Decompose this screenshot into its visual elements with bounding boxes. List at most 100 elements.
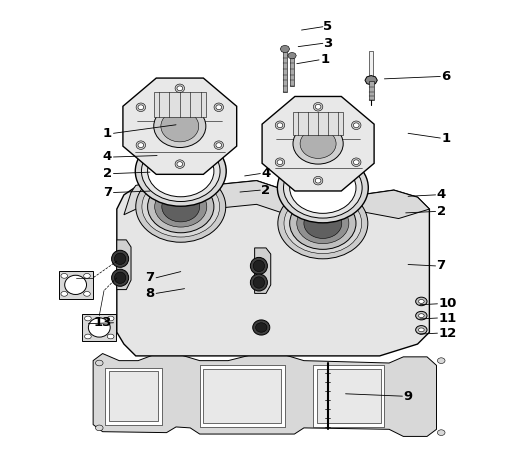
- Text: 4: 4: [261, 167, 270, 180]
- Ellipse shape: [136, 141, 146, 150]
- Text: 7: 7: [436, 259, 446, 273]
- Ellipse shape: [277, 123, 283, 128]
- Ellipse shape: [300, 129, 336, 158]
- Text: 9: 9: [403, 390, 412, 403]
- Text: 6: 6: [441, 70, 451, 83]
- Ellipse shape: [277, 153, 368, 223]
- Text: 1: 1: [103, 127, 112, 140]
- Ellipse shape: [315, 104, 321, 109]
- Ellipse shape: [214, 141, 223, 150]
- Text: 10: 10: [439, 297, 457, 310]
- Ellipse shape: [313, 103, 323, 111]
- Text: 7: 7: [146, 271, 155, 284]
- Text: 12: 12: [439, 327, 457, 340]
- Ellipse shape: [136, 171, 226, 242]
- Ellipse shape: [315, 178, 321, 183]
- Polygon shape: [262, 96, 374, 191]
- Ellipse shape: [114, 253, 126, 265]
- Polygon shape: [280, 45, 290, 53]
- Polygon shape: [105, 368, 162, 425]
- Polygon shape: [117, 240, 131, 290]
- Ellipse shape: [419, 300, 424, 304]
- Ellipse shape: [85, 316, 91, 321]
- Bar: [369, 51, 373, 77]
- Ellipse shape: [154, 105, 206, 148]
- Ellipse shape: [352, 158, 361, 166]
- Text: 7: 7: [103, 186, 112, 199]
- Ellipse shape: [277, 160, 283, 164]
- Text: 4: 4: [436, 189, 446, 201]
- Ellipse shape: [253, 260, 264, 272]
- Ellipse shape: [293, 124, 343, 164]
- Ellipse shape: [138, 143, 144, 148]
- Ellipse shape: [284, 157, 362, 218]
- Ellipse shape: [415, 312, 427, 320]
- Ellipse shape: [284, 193, 362, 254]
- Polygon shape: [200, 365, 285, 427]
- Bar: [369, 81, 373, 100]
- Ellipse shape: [415, 297, 427, 306]
- Ellipse shape: [61, 274, 68, 278]
- Ellipse shape: [177, 162, 182, 166]
- Text: 1: 1: [441, 132, 451, 144]
- Ellipse shape: [214, 103, 223, 112]
- Polygon shape: [255, 248, 271, 294]
- Ellipse shape: [107, 316, 114, 321]
- Polygon shape: [203, 369, 281, 423]
- Ellipse shape: [290, 197, 356, 249]
- Ellipse shape: [88, 318, 110, 337]
- Ellipse shape: [112, 250, 129, 267]
- Text: 2: 2: [261, 184, 270, 197]
- Ellipse shape: [96, 425, 103, 431]
- Ellipse shape: [136, 103, 146, 112]
- Ellipse shape: [313, 176, 323, 185]
- Ellipse shape: [437, 358, 445, 363]
- Ellipse shape: [304, 208, 342, 238]
- Ellipse shape: [138, 105, 144, 110]
- Ellipse shape: [175, 160, 185, 168]
- Polygon shape: [82, 314, 117, 341]
- Ellipse shape: [251, 257, 268, 275]
- Polygon shape: [154, 92, 206, 117]
- Text: 2: 2: [436, 205, 446, 218]
- Ellipse shape: [147, 146, 214, 197]
- Ellipse shape: [107, 334, 114, 339]
- Ellipse shape: [297, 203, 349, 244]
- Text: 3: 3: [323, 37, 332, 50]
- Ellipse shape: [177, 86, 182, 91]
- Ellipse shape: [142, 141, 220, 201]
- Polygon shape: [93, 353, 436, 437]
- Text: 4: 4: [103, 151, 112, 163]
- Polygon shape: [123, 78, 237, 174]
- Ellipse shape: [61, 292, 68, 296]
- Text: 1: 1: [320, 53, 330, 67]
- Ellipse shape: [253, 320, 270, 335]
- Ellipse shape: [85, 334, 91, 339]
- Polygon shape: [109, 371, 158, 421]
- Polygon shape: [124, 178, 429, 218]
- Bar: [290, 57, 294, 86]
- Ellipse shape: [155, 186, 207, 227]
- Ellipse shape: [162, 191, 200, 222]
- Ellipse shape: [216, 105, 222, 110]
- Ellipse shape: [353, 123, 359, 128]
- Ellipse shape: [278, 188, 368, 259]
- Polygon shape: [293, 112, 343, 135]
- Ellipse shape: [253, 277, 264, 288]
- Ellipse shape: [96, 360, 103, 366]
- Ellipse shape: [114, 272, 126, 284]
- Ellipse shape: [251, 274, 268, 291]
- Ellipse shape: [275, 158, 285, 166]
- Bar: [282, 51, 287, 92]
- Ellipse shape: [161, 111, 199, 142]
- Ellipse shape: [175, 84, 185, 93]
- Ellipse shape: [437, 430, 445, 436]
- Text: 13: 13: [94, 316, 112, 329]
- Ellipse shape: [84, 292, 90, 296]
- Polygon shape: [117, 178, 429, 356]
- Text: 5: 5: [323, 20, 332, 33]
- Ellipse shape: [290, 162, 356, 213]
- Polygon shape: [365, 76, 377, 85]
- Polygon shape: [317, 369, 380, 423]
- Text: 11: 11: [439, 312, 457, 324]
